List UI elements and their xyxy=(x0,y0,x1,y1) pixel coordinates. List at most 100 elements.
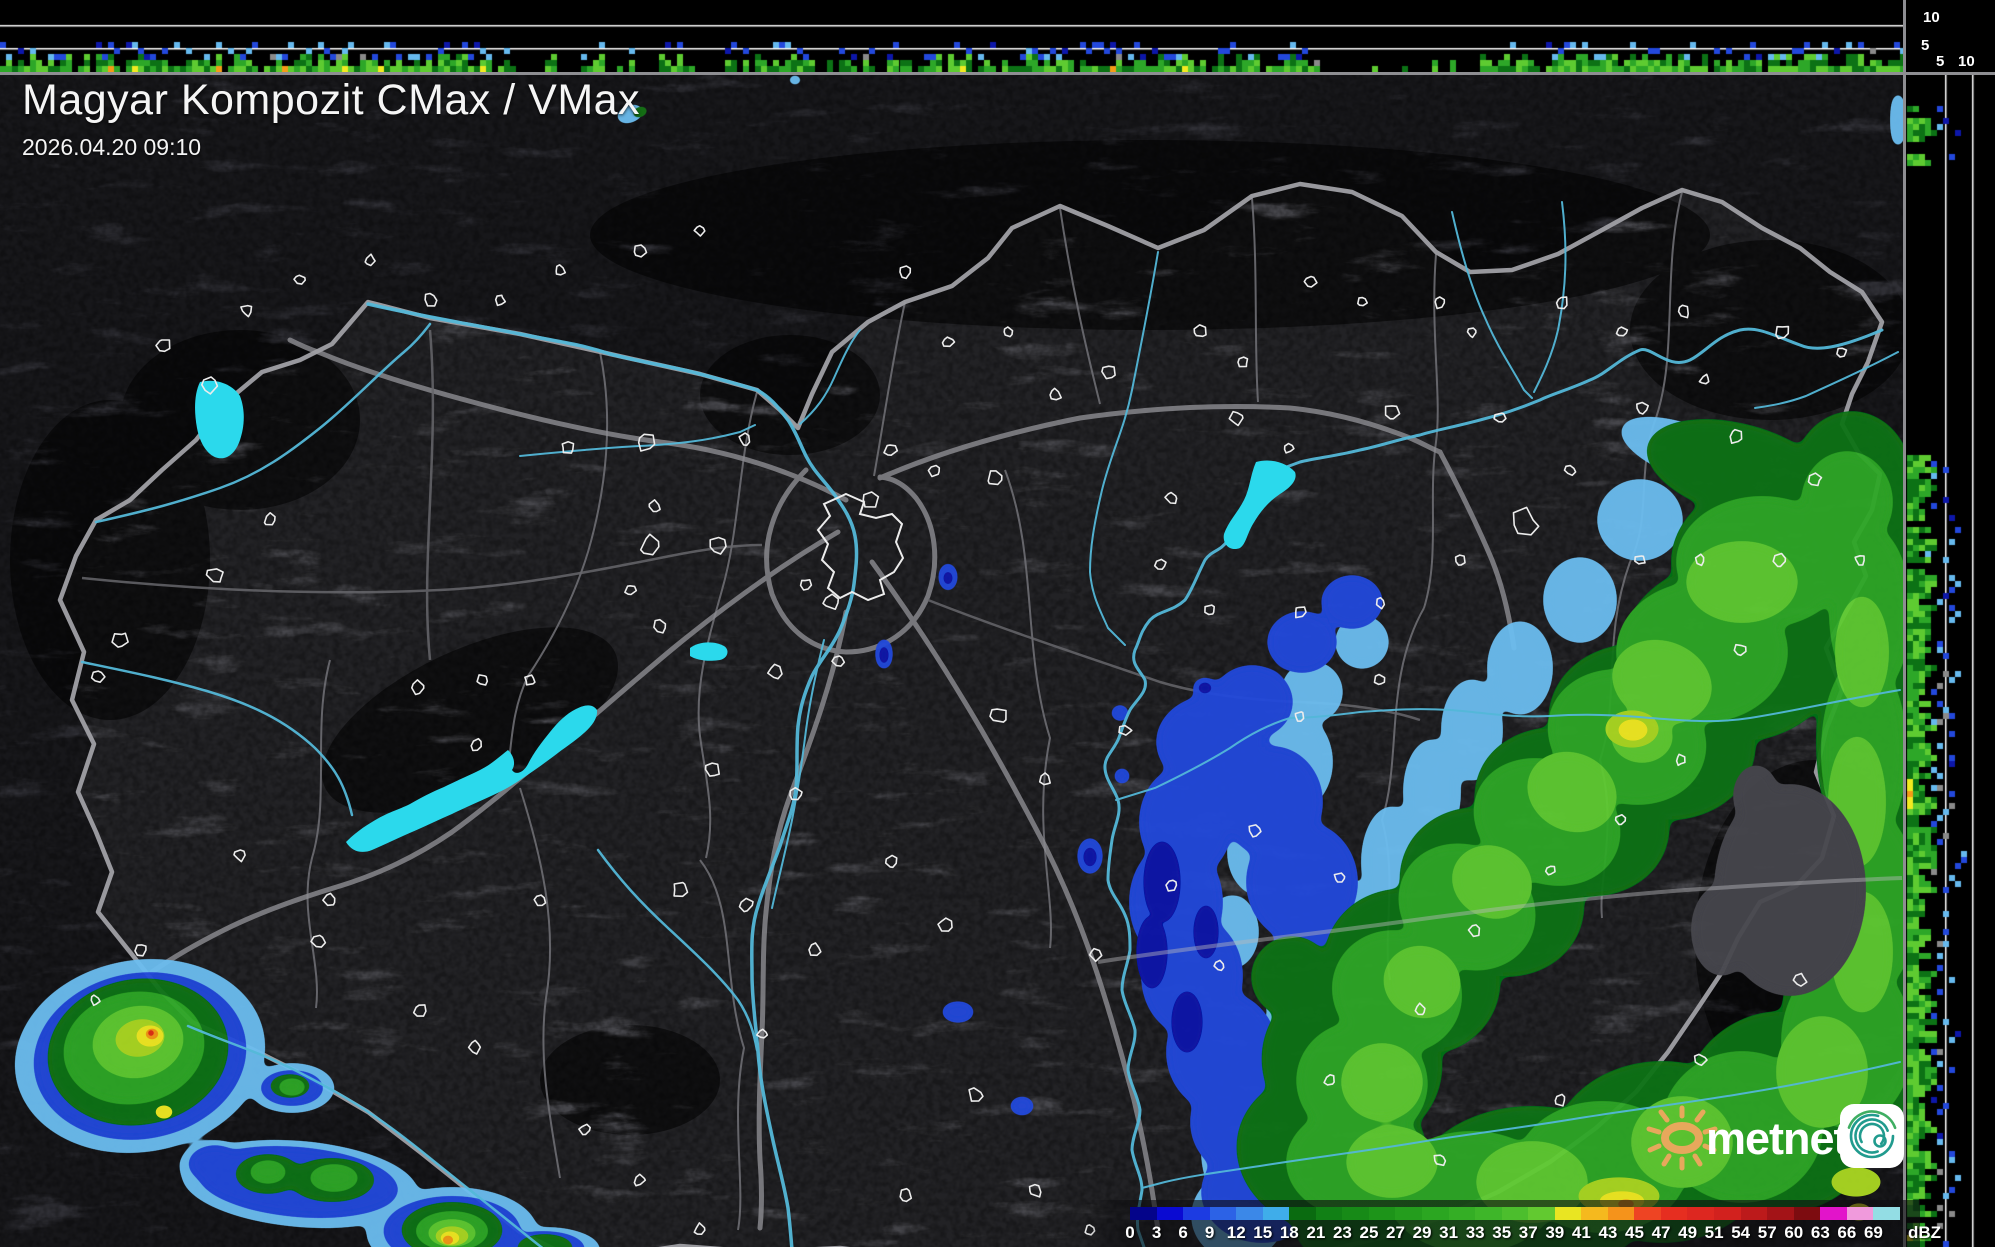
city-outline xyxy=(1118,724,1133,736)
echo-terrain-gap xyxy=(1692,766,1865,995)
scale-tick-label: 23 xyxy=(1332,1223,1352,1242)
rivers xyxy=(80,201,1901,1247)
scale-tick-label: 54 xyxy=(1731,1223,1751,1242)
city-outline xyxy=(90,994,101,1007)
city-outline xyxy=(322,892,336,907)
scale-tick-label: 21 xyxy=(1306,1223,1326,1242)
city-outline xyxy=(1512,506,1540,536)
scale-tick-label: 39 xyxy=(1545,1223,1565,1242)
city-outline xyxy=(862,491,880,508)
city-outline xyxy=(555,264,567,276)
city-outline xyxy=(1375,596,1386,610)
city-outline xyxy=(1729,428,1743,445)
timestamp: 2026.04.20 09:10 xyxy=(22,134,202,160)
city-outline xyxy=(755,1028,769,1039)
city-outline xyxy=(524,674,536,686)
city-outline xyxy=(1228,410,1244,427)
city-outline xyxy=(1294,711,1305,723)
city-outline xyxy=(1434,296,1446,310)
city-outline xyxy=(1555,296,1568,310)
city-outline xyxy=(1694,553,1705,567)
scale-segment xyxy=(1714,1207,1741,1220)
city-outline xyxy=(412,1004,427,1017)
city-outline xyxy=(1544,865,1556,876)
scale-tick-label: 31 xyxy=(1439,1223,1459,1242)
lakes xyxy=(195,380,1296,852)
scale-segment xyxy=(1554,1207,1582,1220)
city-outline xyxy=(1563,464,1577,477)
scale-segment xyxy=(1767,1207,1794,1220)
city-outline xyxy=(766,663,783,680)
city-outline xyxy=(410,679,425,696)
scale-segment xyxy=(1130,1207,1157,1220)
city-outline xyxy=(899,1187,913,1203)
lake-ferto xyxy=(195,380,244,459)
river-raba xyxy=(94,322,432,524)
city-outline xyxy=(1554,1093,1566,1107)
city-outline xyxy=(799,578,813,591)
radar-map xyxy=(0,72,1905,1247)
city-outline xyxy=(470,737,483,752)
city-outline xyxy=(1677,304,1689,319)
scale-tick-label: 60 xyxy=(1784,1223,1804,1242)
page-title: Magyar Kompozit CMax / VMax xyxy=(22,76,641,124)
lake-tisza xyxy=(1223,460,1296,550)
scale-segment xyxy=(1793,1207,1821,1220)
city-outline xyxy=(693,225,706,237)
city-outline xyxy=(1028,1183,1042,1198)
city-outline xyxy=(633,244,648,258)
right-axis-label-10: 10 xyxy=(1958,53,1975,70)
scale-segment xyxy=(1422,1207,1449,1220)
scale-segment xyxy=(1820,1207,1847,1220)
city-outline xyxy=(1283,442,1295,454)
city-outline xyxy=(1038,772,1051,786)
city-outline xyxy=(561,440,575,454)
city-outline xyxy=(1698,373,1710,385)
city-outline xyxy=(1775,325,1790,340)
city-outline xyxy=(1153,558,1167,571)
city-outline xyxy=(476,674,489,686)
city-outline xyxy=(1614,813,1627,826)
city-outline xyxy=(1467,924,1481,938)
scale-tick-label: 63 xyxy=(1810,1223,1830,1242)
color-scale-bar xyxy=(1130,1207,1900,1220)
scale-segment xyxy=(1289,1207,1316,1220)
scale-segment xyxy=(1846,1207,1874,1220)
river-bodrog xyxy=(1754,351,1899,409)
scale-segment xyxy=(1262,1207,1290,1220)
sun-icon xyxy=(1646,1105,1718,1171)
profile-horizontal-divider xyxy=(0,72,1995,75)
city-outline xyxy=(1164,491,1178,505)
scale-segment xyxy=(1634,1207,1661,1220)
city-outline xyxy=(1165,879,1178,892)
scale-tick-label: 41 xyxy=(1571,1223,1591,1242)
city-outline xyxy=(1772,552,1787,568)
scale-segment xyxy=(1501,1207,1529,1220)
city-outline xyxy=(424,292,438,307)
city-outline xyxy=(233,849,246,863)
echo-navy xyxy=(880,572,1218,1052)
metnet-wordmark: metnet xyxy=(1706,1113,1849,1164)
city-outline xyxy=(1836,347,1848,358)
city-outline xyxy=(1636,401,1649,415)
scale-tick-label: 51 xyxy=(1704,1223,1724,1242)
city-outline xyxy=(1675,753,1686,767)
river-hernad xyxy=(1533,201,1567,393)
city-outline xyxy=(738,432,751,447)
city-outline xyxy=(653,618,667,634)
river-tisza xyxy=(1103,327,1884,1247)
city-outline xyxy=(709,536,727,555)
river-danube xyxy=(366,302,859,1247)
river-danube-branch xyxy=(771,639,825,909)
city-outline xyxy=(111,632,129,648)
scale-tick-label: 6 xyxy=(1178,1223,1188,1242)
scale-segment xyxy=(1475,1207,1502,1220)
scale-tick-label: 15 xyxy=(1253,1223,1273,1242)
river-sajo xyxy=(1451,211,1533,399)
city-outline xyxy=(1333,872,1346,883)
scale-unit-label: dBZ xyxy=(1908,1223,1942,1242)
city-outline xyxy=(1792,972,1808,987)
scale-segment xyxy=(1448,1207,1476,1220)
city-outline xyxy=(205,568,224,583)
